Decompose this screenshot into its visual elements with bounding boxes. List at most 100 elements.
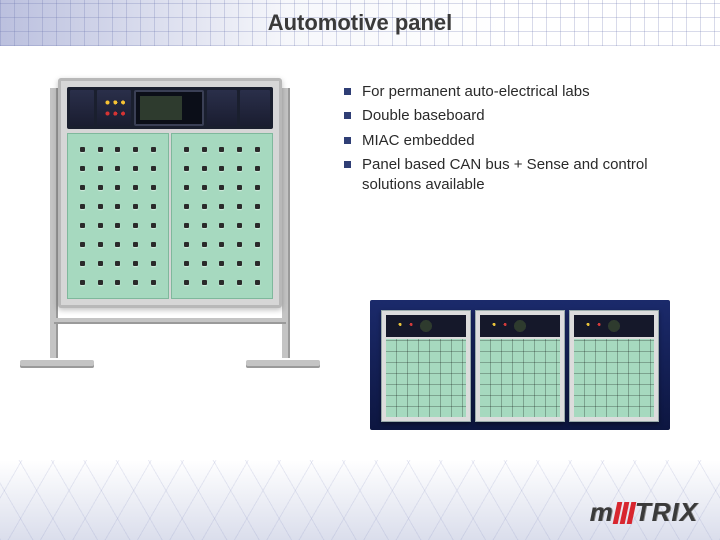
peg	[80, 242, 85, 247]
peg	[98, 223, 103, 228]
peg	[80, 223, 85, 228]
peg	[98, 280, 103, 285]
peg	[237, 280, 242, 285]
peg	[80, 204, 85, 209]
peg	[184, 185, 189, 190]
peg	[255, 280, 260, 285]
bullet-item: Double baseboard	[340, 106, 680, 126]
thumbnail-baseboard	[386, 339, 466, 417]
thumbnail-baseboard	[480, 339, 560, 417]
peg	[115, 242, 120, 247]
peg	[115, 223, 120, 228]
peg	[237, 242, 242, 247]
peg	[115, 185, 120, 190]
peg	[151, 280, 156, 285]
thumbnail-control-strip	[574, 315, 654, 337]
panel-foot-left	[20, 360, 94, 368]
baseboard-right	[171, 133, 273, 299]
peg	[98, 204, 103, 209]
baseboard	[67, 133, 273, 299]
peg	[255, 242, 260, 247]
peg	[237, 204, 242, 209]
control-block-power	[70, 90, 94, 126]
peg	[133, 261, 138, 266]
peg	[80, 166, 85, 171]
logo-glyph-m: m	[590, 497, 614, 527]
peg	[80, 185, 85, 190]
peg	[115, 261, 120, 266]
thumbnail-row	[370, 300, 670, 430]
page-title: Automotive panel	[0, 10, 720, 36]
peg	[115, 166, 120, 171]
peg	[219, 261, 224, 266]
peg	[98, 261, 103, 266]
thumbnail-panel	[569, 310, 659, 422]
peg	[219, 147, 224, 152]
logo-text: TRIX	[635, 497, 698, 527]
peg	[133, 223, 138, 228]
peg	[98, 242, 103, 247]
peg	[115, 280, 120, 285]
peg	[151, 147, 156, 152]
control-block-canbus	[207, 90, 237, 126]
peg	[237, 223, 242, 228]
peg	[115, 147, 120, 152]
peg	[133, 280, 138, 285]
peg	[133, 147, 138, 152]
peg	[202, 166, 207, 171]
control-block-io	[97, 90, 131, 126]
panel-crossbar	[54, 318, 286, 324]
thumbnail-control-strip	[480, 315, 560, 337]
peg	[80, 261, 85, 266]
peg	[255, 166, 260, 171]
peg	[202, 147, 207, 152]
peg	[151, 223, 156, 228]
peg	[184, 280, 189, 285]
peg	[202, 223, 207, 228]
peg	[80, 147, 85, 152]
peg	[184, 147, 189, 152]
peg	[151, 204, 156, 209]
peg	[202, 185, 207, 190]
control-block-relays	[240, 90, 270, 126]
main-panel-illustration	[40, 78, 300, 378]
bullet-list: For permanent auto-electrical labs Double…	[340, 82, 680, 199]
peg	[219, 242, 224, 247]
peg	[80, 280, 85, 285]
peg	[219, 166, 224, 171]
peg	[115, 204, 120, 209]
bullet-item: For permanent auto-electrical labs	[340, 82, 680, 102]
thumbnail-panel	[475, 310, 565, 422]
peg	[151, 166, 156, 171]
peg	[151, 261, 156, 266]
peg	[237, 261, 242, 266]
peg	[133, 242, 138, 247]
peg	[98, 185, 103, 190]
peg	[133, 185, 138, 190]
peg	[184, 204, 189, 209]
peg	[255, 185, 260, 190]
peg	[202, 280, 207, 285]
peg	[184, 242, 189, 247]
panel-foot-right	[246, 360, 320, 368]
peg	[219, 204, 224, 209]
peg	[202, 242, 207, 247]
thumbnail-baseboard	[574, 339, 654, 417]
peg	[237, 185, 242, 190]
thumbnail-panel	[381, 310, 471, 422]
peg	[219, 223, 224, 228]
peg	[255, 147, 260, 152]
thumbnail-control-strip	[386, 315, 466, 337]
peg	[184, 166, 189, 171]
peg	[202, 261, 207, 266]
peg	[151, 185, 156, 190]
peg	[219, 280, 224, 285]
bullet-item: Panel based CAN bus + Sense and control …	[340, 155, 680, 196]
peg	[237, 147, 242, 152]
peg	[237, 166, 242, 171]
peg	[255, 261, 260, 266]
peg	[133, 166, 138, 171]
baseboard-left	[67, 133, 169, 299]
peg	[184, 223, 189, 228]
matrix-logo: m TRIX	[590, 497, 698, 528]
